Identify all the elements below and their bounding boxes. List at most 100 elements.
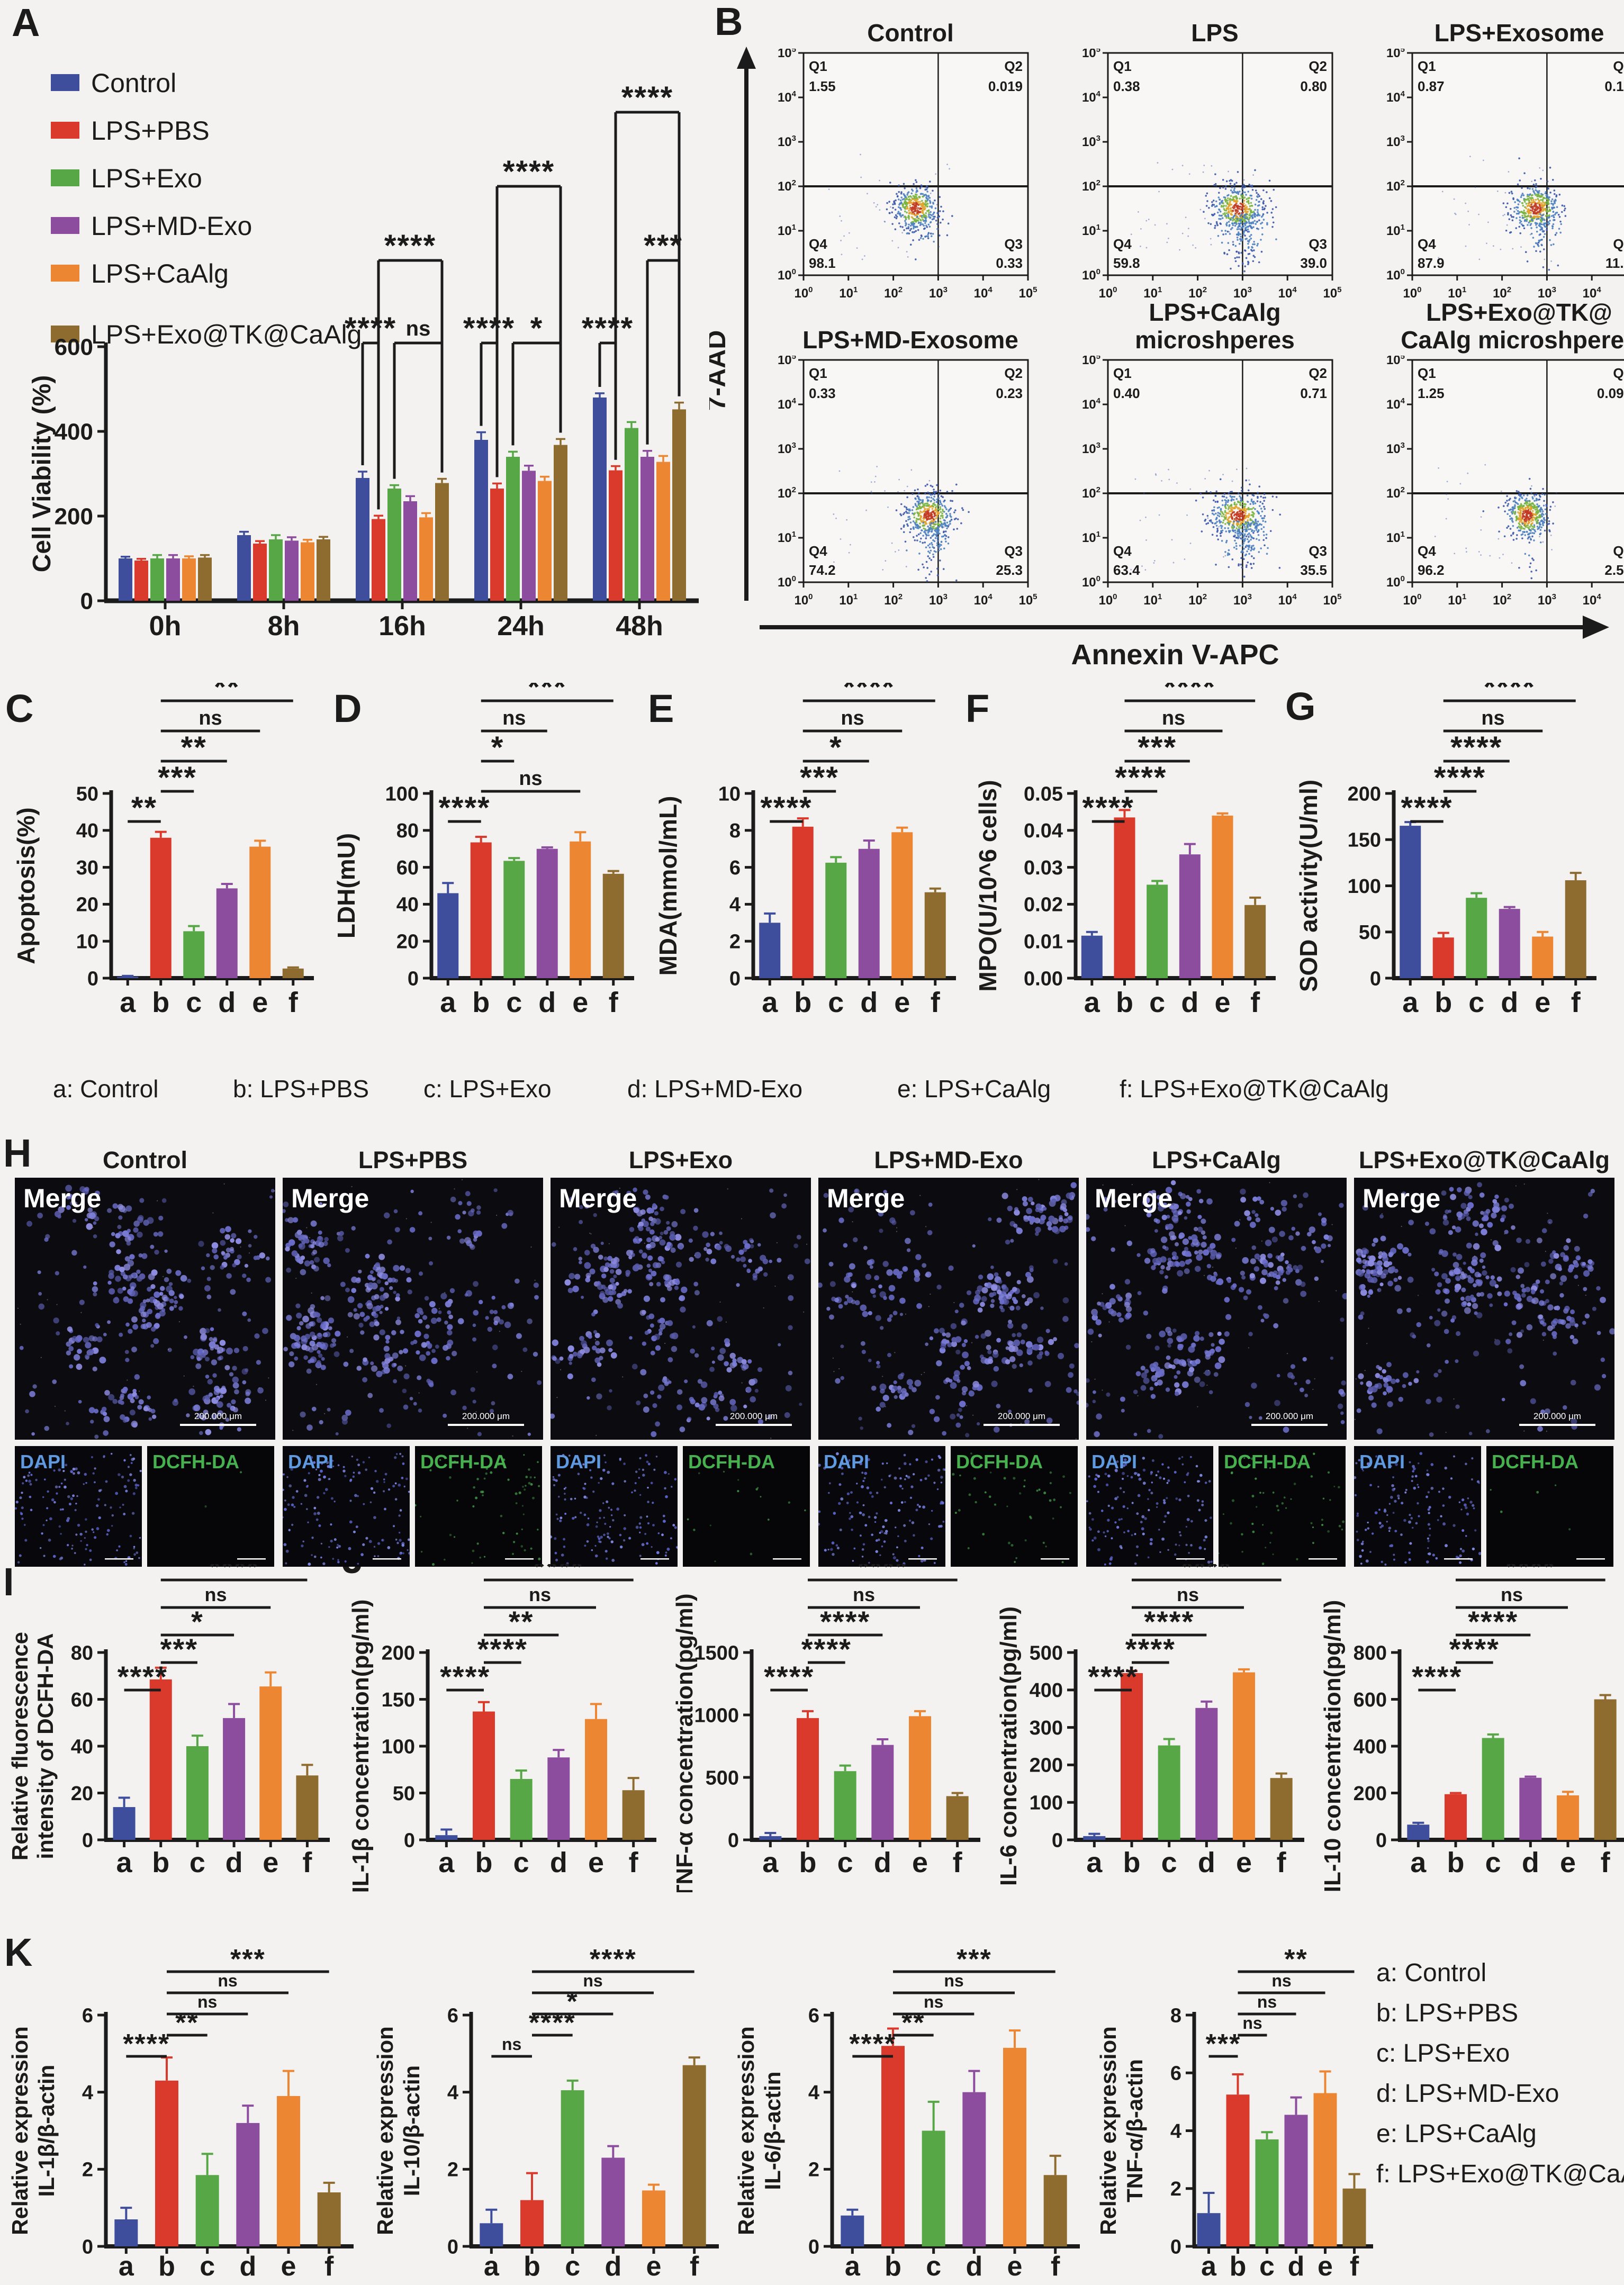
sig-label: ** — [175, 2008, 199, 2038]
y-tick-label: 0.00 — [1024, 968, 1063, 990]
y-tick-label: 0 — [87, 968, 98, 990]
quadrant-label: 0.23 — [996, 385, 1023, 401]
bar-e — [1003, 2047, 1026, 2246]
x-tick-label: d — [1288, 2251, 1305, 2282]
panel-a-cell-viability: Control LPS+PBS LPS+Exo LPS+MD-Exo LPS+CaAlg… — [0, 0, 709, 678]
sig-label: **** — [849, 2029, 896, 2060]
flow-y-tick: 102 — [1082, 178, 1100, 194]
bar-f — [1342, 2188, 1366, 2246]
quadrant-label: Q2 — [1309, 58, 1327, 74]
scale-bar-text: 200.000 μm — [194, 1411, 242, 1421]
micro-column-title-4: LPS+CaAlg — [1152, 1146, 1281, 1173]
bar-a — [759, 1836, 782, 1840]
sig-label: ns — [502, 2035, 521, 2054]
quadrant-label: 0.40 — [1113, 385, 1140, 401]
bar-e — [909, 1716, 931, 1840]
bar-d — [216, 888, 238, 978]
y-tick-label: 6 — [729, 857, 741, 879]
quadrant-label: 39.0 — [1300, 255, 1327, 271]
bar-f — [296, 1775, 319, 1840]
bar — [134, 561, 148, 601]
dcfh-image-2: DCFH-DA — [683, 1446, 810, 1567]
flow-plot-1: 100100101101102102103103104104105105Q10.… — [1082, 49, 1342, 301]
chart-tnfa-expr: 0 2 4 6 8 a b c d e f *** ns ns ns ** Relative expressio… — [1088, 1946, 1385, 2285]
sig-label: ns — [841, 707, 864, 729]
sig-label: **** — [384, 229, 436, 263]
x-tick-label: c — [506, 987, 522, 1018]
y-tick-label: 6 — [82, 2004, 93, 2027]
dapi-image-0: DAPI — [15, 1446, 142, 1567]
flow-y-tick: 104 — [778, 89, 797, 105]
x-tick-label: b — [885, 2251, 901, 2282]
bar — [253, 544, 267, 601]
scale-bar-text: 200.000 μm — [462, 1411, 510, 1421]
chart-tnfa-conc: 0 500 1000 1500 a b c d e f **** **** **** ns **** TNF-… — [663, 1564, 988, 1892]
y-tick-label: 400 — [1354, 1736, 1387, 1758]
y-tick-label: 6 — [808, 2004, 819, 2027]
bar — [317, 539, 330, 601]
x-tick-label: d — [605, 2251, 621, 2282]
quadrant-label: 59.8 — [1113, 255, 1140, 271]
sig-label: * — [567, 1986, 579, 2017]
x-tick-label: b — [524, 2251, 540, 2282]
legend-swatch-1 — [51, 122, 79, 139]
y-axis-title: IL-10 concentration(pg/ml) — [1320, 1600, 1346, 1892]
y-tick-label: 30 — [76, 857, 98, 879]
quadrant-label: 96.2 — [1418, 562, 1445, 578]
bar-d — [1179, 854, 1201, 978]
x-tick-label: a — [762, 987, 778, 1018]
y-tick-label: 2 — [82, 2159, 93, 2181]
x-tick-label: a — [1201, 2251, 1217, 2282]
dapi-label: DAPI — [1091, 1451, 1137, 1473]
quadrant-label: 87.9 — [1418, 255, 1445, 271]
bar — [150, 558, 164, 601]
legend-bottom-item-1: b: LPS+PBS — [1376, 1999, 1519, 2027]
x-tick-label: e — [1318, 2251, 1333, 2282]
quadrant-label: Q1 — [1113, 365, 1132, 381]
y-tick-label: 0 — [82, 2236, 93, 2258]
y-axis-title: LDH(mU) — [332, 833, 360, 938]
flow-y-tick: 103 — [778, 134, 796, 149]
dapi-label: DAPI — [288, 1451, 333, 1473]
bar-f — [924, 892, 946, 978]
x-tick-label: b — [475, 1847, 493, 1878]
y-tick-label: 100 — [385, 783, 419, 805]
bar-b — [155, 2080, 178, 2246]
dapi-label: DAPI — [556, 1451, 601, 1473]
merge-label: Merge — [23, 1184, 101, 1213]
sig-label: **** — [1401, 791, 1452, 825]
y-tick-label: 40 — [396, 894, 419, 916]
flow-y-tick: 102 — [1386, 485, 1405, 501]
flow-x-tick: 102 — [1188, 592, 1207, 608]
bar — [372, 519, 385, 601]
sig-label: *** — [1206, 2029, 1241, 2060]
y-tick-label: 600 — [1354, 1689, 1387, 1711]
y-tick-label: 40 — [76, 820, 98, 842]
bar-f — [1565, 880, 1586, 978]
y-tick-label: 200 — [382, 1642, 415, 1664]
bar — [522, 471, 536, 601]
x-tick-label: f — [953, 1847, 963, 1878]
bar-c — [1482, 1738, 1504, 1840]
sig-label: *** — [800, 761, 839, 795]
y-tick-label: 300 — [1030, 1717, 1063, 1739]
dapi-image-4: DAPI — [1086, 1446, 1213, 1567]
legend-swatch-5 — [51, 326, 79, 342]
micro-column-title-1: LPS+PBS — [358, 1146, 468, 1173]
x-tick-label: e — [912, 1847, 928, 1878]
bar-c — [825, 862, 847, 978]
x-tick-label: b — [799, 1847, 817, 1878]
x-tick-label: b — [152, 1847, 169, 1878]
x-tick-label: b — [158, 2251, 175, 2282]
bar-d — [1284, 2115, 1308, 2246]
flow-x-tick: 100 — [1098, 592, 1117, 608]
sig-label: ns — [519, 767, 542, 790]
y-tick-label: 2 — [447, 2159, 458, 2181]
bar-a — [117, 977, 139, 978]
bar-c — [503, 861, 525, 978]
quadrant-label: 0.33 — [996, 255, 1023, 271]
bar-e — [642, 2190, 665, 2246]
merge-label: Merge — [559, 1184, 637, 1213]
